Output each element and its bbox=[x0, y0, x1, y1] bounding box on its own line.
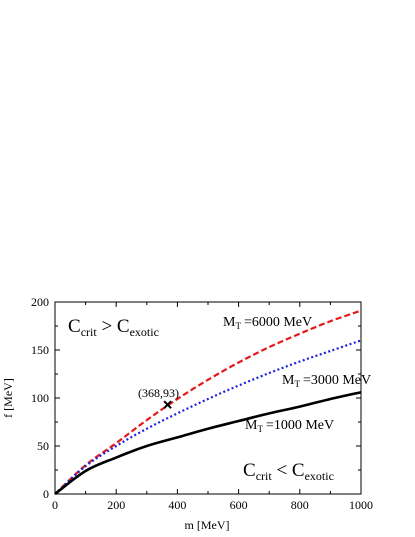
x-tick-label-3: 600 bbox=[230, 498, 248, 512]
annotation-crit-greater: Ccrit > Cexotic bbox=[68, 316, 159, 339]
series-line-0 bbox=[54, 309, 362, 495]
x-tick-label-4: 800 bbox=[291, 498, 309, 512]
x-tick-label-0: 0 bbox=[52, 498, 58, 512]
series-line-1 bbox=[54, 339, 362, 495]
y-tick-label-3: 150 bbox=[31, 343, 49, 357]
series-layer bbox=[54, 309, 362, 496]
series-label-3000: MT =3000 MeV bbox=[282, 373, 371, 389]
y-tick-label-1: 50 bbox=[37, 439, 49, 453]
y-tick-label-2: 100 bbox=[31, 391, 49, 405]
marker-layer bbox=[163, 400, 172, 409]
y-tick-label-0: 0 bbox=[43, 487, 49, 501]
series-line-2 bbox=[54, 390, 362, 496]
x-tick-label-1: 200 bbox=[107, 498, 125, 512]
y-axis-title: f [MeV] bbox=[1, 378, 15, 418]
series-label-1000: MT =1000 MeV bbox=[245, 418, 334, 434]
point-label: (368,93) bbox=[138, 386, 179, 400]
y-tick-label-4: 200 bbox=[31, 295, 49, 309]
x-tick-label-2: 400 bbox=[168, 498, 186, 512]
annotation-crit-less: Ccrit < Cexotic bbox=[243, 460, 334, 483]
series-label-6000: MT =6000 MeV bbox=[223, 315, 312, 331]
x-axis-title: m [MeV] bbox=[185, 518, 230, 532]
ticks-layer: 0 200 400 600 800 1000 0 50 100 150 200 bbox=[31, 295, 373, 512]
x-tick-label-5: 1000 bbox=[349, 498, 373, 512]
point-marker-x bbox=[163, 400, 172, 409]
point-marker-stroke bbox=[163, 400, 172, 409]
